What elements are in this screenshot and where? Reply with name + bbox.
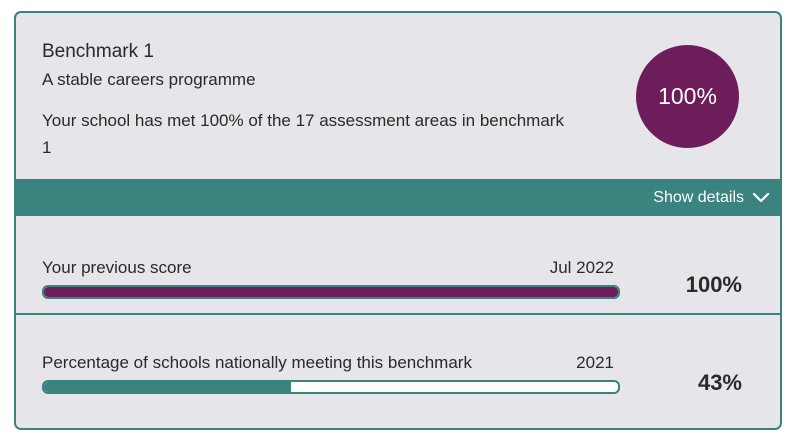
national-label: Percentage of schools nationally meeting… bbox=[42, 353, 472, 372]
previous-score-progress-fill bbox=[44, 287, 618, 297]
previous-score-value: 100% bbox=[685, 272, 742, 297]
benchmark-title: Benchmark 1 bbox=[42, 41, 154, 62]
details-toggle-bar: Show details bbox=[16, 179, 780, 216]
score-circle-label: 100% bbox=[658, 83, 717, 109]
chevron-down-icon bbox=[752, 192, 770, 202]
benchmark-card: Benchmark 1 A stable careers programme Y… bbox=[14, 11, 782, 430]
benchmark-header: Benchmark 1 A stable careers programme Y… bbox=[16, 13, 780, 179]
previous-score-row: Your previous score Jul 2022 100% bbox=[16, 216, 780, 313]
show-details-button[interactable]: Show details bbox=[653, 179, 770, 216]
national-date: 2021 bbox=[576, 353, 614, 372]
previous-score-label: Your previous score bbox=[42, 258, 192, 277]
show-details-label: Show details bbox=[653, 188, 744, 206]
benchmark-description: Your school has met 100% of the 17 asses… bbox=[42, 111, 564, 157]
previous-score-date: Jul 2022 bbox=[549, 258, 614, 277]
national-row: Percentage of schools nationally meeting… bbox=[16, 313, 780, 428]
score-circle: 100% bbox=[636, 45, 739, 148]
previous-score-progress-bar bbox=[42, 285, 620, 299]
national-value: 43% bbox=[697, 370, 742, 395]
national-progress-fill bbox=[44, 382, 291, 392]
national-progress-bar bbox=[42, 380, 620, 394]
benchmark-subtitle: A stable careers programme bbox=[42, 70, 256, 89]
